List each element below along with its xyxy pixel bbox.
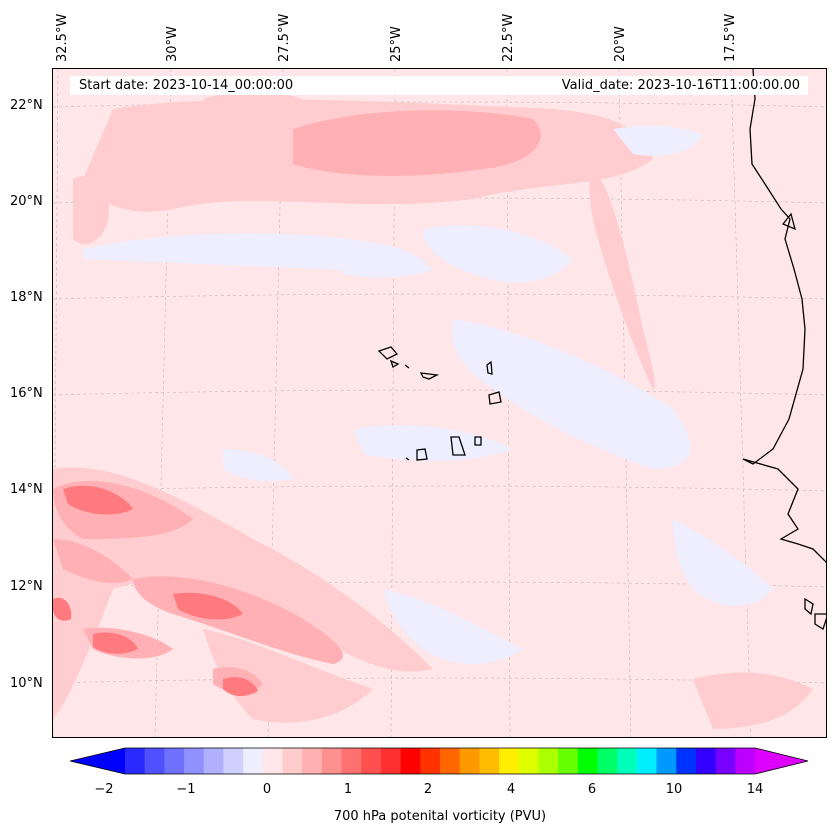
colorbar-cell (656, 748, 677, 774)
colorbar-cell (321, 748, 343, 774)
colorbar-cell (597, 748, 618, 774)
map-panel (52, 68, 827, 738)
start-date-label: Start date: 2023-10-14_00:00:00 (79, 78, 294, 93)
longitude-label: 30°W (165, 26, 180, 62)
colorbar-tick-label: 1 (343, 782, 353, 797)
colorbar-tick-label: 4 (506, 782, 516, 797)
colorbar-cell (203, 748, 224, 774)
colorbar-cell (262, 748, 283, 774)
colorbar-tick-label: −2 (94, 782, 114, 797)
colorbar-cell (459, 748, 480, 774)
colorbar-cell (243, 748, 264, 774)
colorbar-cell (499, 748, 520, 774)
colorbar-cell (361, 748, 382, 774)
valid-date-label: Valid_date: 2023-10-16T11:00:00.00 (561, 78, 800, 93)
colorbar-tick-label: 10 (665, 782, 683, 797)
colorbar (70, 747, 809, 775)
longitude-label: 32.5°W (55, 13, 70, 62)
longitude-label: 25°W (389, 26, 404, 62)
colorbar-cell (735, 748, 756, 774)
longitude-label: 17.5°W (723, 13, 738, 62)
colorbar-cell (558, 748, 579, 774)
colorbar-cell (577, 748, 598, 774)
colorbar-cell (184, 748, 205, 774)
colorbar-cell (617, 748, 638, 774)
colorbar-outline (70, 747, 809, 775)
coastlines (377, 69, 826, 630)
colorbar-max-arrow (755, 748, 808, 774)
colorbar-cell (341, 748, 362, 774)
colorbar-cell (676, 748, 697, 774)
colorbar-cell (400, 748, 421, 774)
colorbar-tick-label: 0 (262, 782, 272, 797)
latitude-label: 18°N (10, 290, 43, 305)
colorbar-cell (144, 748, 165, 774)
colorbar-cell (538, 748, 559, 774)
latitude-label: 12°N (10, 579, 43, 594)
colorbar-cell (715, 748, 736, 774)
colorbar-cell (420, 748, 441, 774)
pv-contours-high (53, 485, 258, 697)
vorticity-map (53, 69, 826, 737)
colorbar-cell (636, 748, 658, 774)
info-bar (70, 76, 808, 95)
colorbar-tick-label: 6 (587, 782, 597, 797)
colorbar-min-arrow (70, 748, 125, 774)
longitude-label: 22.5°W (501, 13, 516, 62)
colorbar-cell (440, 748, 461, 774)
latitude-label: 20°N (10, 194, 43, 209)
colorbar-tick-label: 14 (746, 782, 764, 797)
latitude-label: 10°N (10, 676, 43, 691)
longitude-label: 20°W (613, 26, 628, 62)
latitude-label: 16°N (10, 386, 43, 401)
colorbar-cell (518, 748, 539, 774)
colorbar-cell (479, 748, 500, 774)
colorbar-cell (125, 748, 146, 774)
longitude-label: 27.5°W (277, 13, 292, 62)
colorbar-cell (695, 748, 717, 774)
colorbar-cell (380, 748, 402, 774)
pv-contours-negative (83, 125, 773, 664)
colorbar-cell (302, 748, 323, 774)
latitude-label: 14°N (10, 482, 43, 497)
colorbar-cell (223, 748, 244, 774)
colorbar-tick-label: 2 (423, 782, 433, 797)
colorbar-tick-label: −1 (176, 782, 196, 797)
colorbar-cell (164, 748, 185, 774)
colorbar-label: 700 hPa potenital vorticity (PVU) (333, 809, 547, 824)
latitude-label: 22°N (10, 98, 43, 113)
colorbar-cell (282, 748, 303, 774)
